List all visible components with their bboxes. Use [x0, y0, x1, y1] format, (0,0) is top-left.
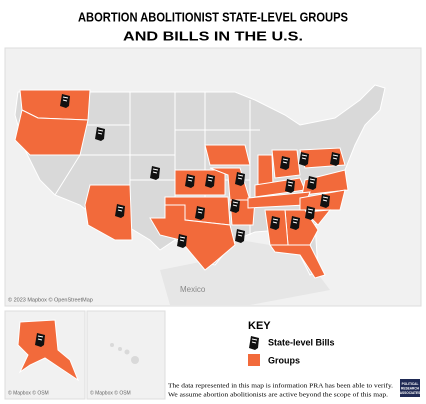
footnote: The data represented in this map is info… — [168, 382, 394, 389]
logo-text: RESEARCH — [401, 386, 420, 390]
logo: POLITICAL RESEARCH ASSOCIATES — [400, 379, 420, 397]
key-label: State-level Bills — [268, 337, 335, 347]
logo-text: POLITICAL — [402, 382, 419, 386]
key-label: Groups — [268, 355, 300, 365]
alaska-inset: © Mapbox © OSM — [4, 310, 86, 400]
title-line: AND BILLS IN THE U.S. — [123, 29, 303, 43]
logo-text: ASSOCIATES — [400, 391, 420, 395]
country-label: Mexico — [180, 285, 206, 294]
main-map: Mexico © 2023 Mapbox © OpenStreetMap — [4, 47, 422, 307]
attribution: © 2023 Mapbox © OpenStreetMap — [8, 296, 93, 303]
title-line: ABORTION ABOLITIONIST STATE-LEVEL GROUPS — [78, 10, 348, 24]
key-title: KEY — [248, 320, 271, 332]
hawaii-inset: © Mapbox © OSM — [86, 310, 166, 400]
attribution: © Mapbox © OSM — [90, 389, 131, 396]
footnote: We assume abortion abolitionists are act… — [168, 391, 389, 398]
key: KEY State-level Bills Groups — [248, 320, 335, 366]
key-swatch — [248, 354, 260, 366]
attribution: © Mapbox © OSM — [8, 389, 49, 396]
